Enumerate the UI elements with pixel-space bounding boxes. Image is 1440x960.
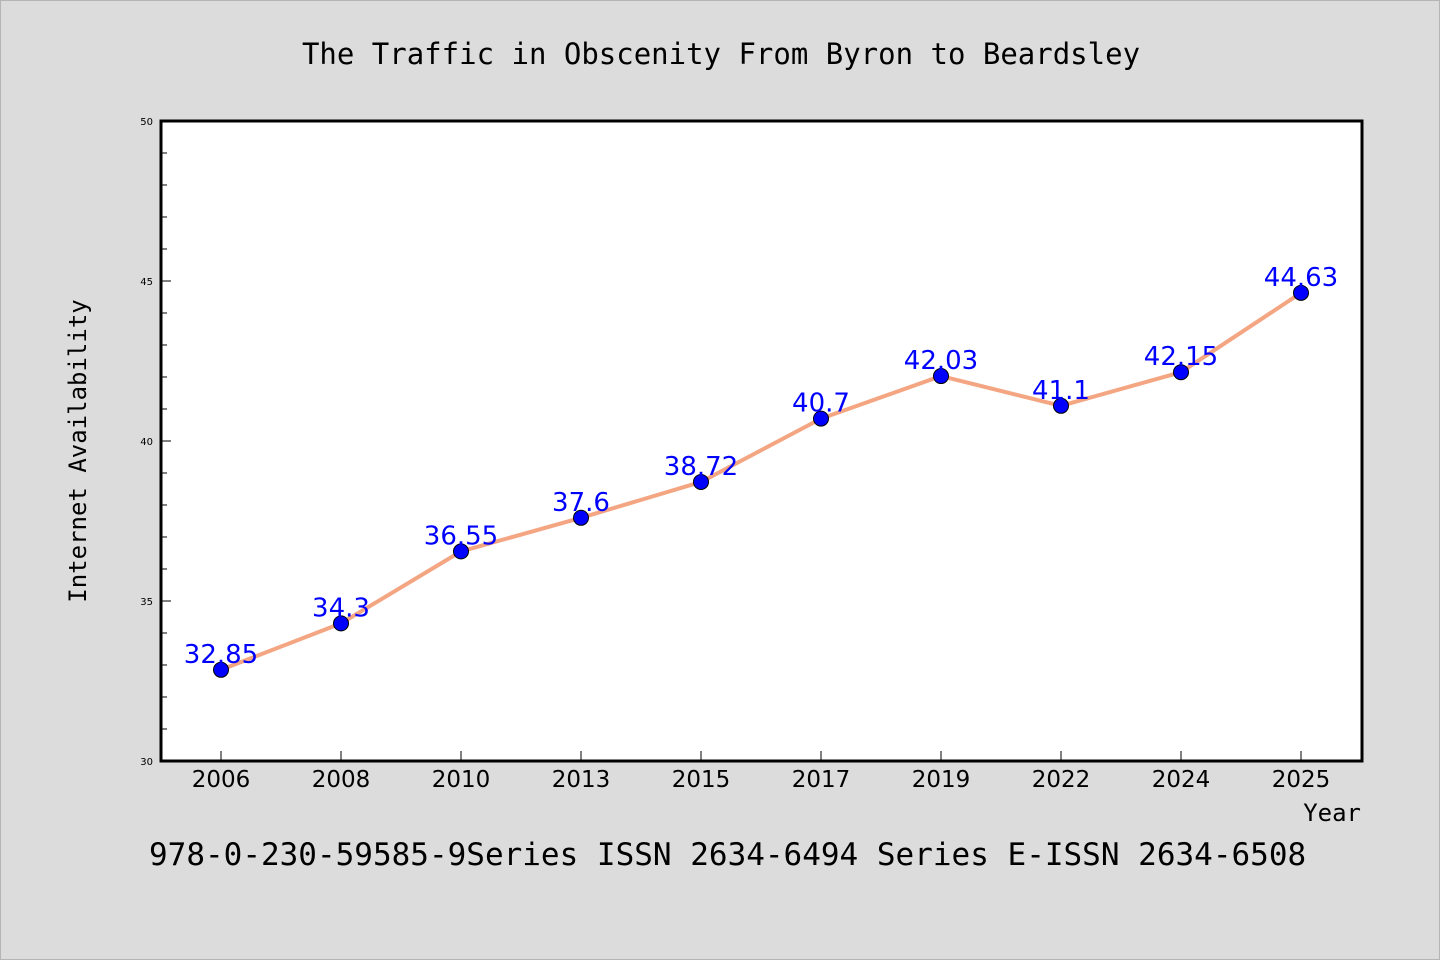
x-tick-label: 2013 xyxy=(552,767,611,793)
series-line xyxy=(219,290,1303,672)
x-tick-label: 2017 xyxy=(792,767,851,793)
data-label: 42.03 xyxy=(904,346,978,376)
x-tick-label: 2019 xyxy=(912,767,971,793)
data-point xyxy=(573,509,589,526)
data-label: 40.7 xyxy=(792,389,850,419)
data-point xyxy=(813,410,829,427)
plot-area xyxy=(159,119,1364,763)
x-axis-ticks: 2006 2008 2010 2013 2015 2017 2019 2022 2024 2025 xyxy=(192,751,1331,793)
y-tick-label: 35 xyxy=(140,597,153,608)
data-label: 41.1 xyxy=(1032,376,1090,406)
data-point xyxy=(213,661,229,678)
y-axis-ticks: 30 35 40 45 50 xyxy=(140,117,171,768)
data-label: 32.85 xyxy=(184,640,258,670)
data-point xyxy=(1053,397,1069,414)
chart-title: The Traffic in Obscenity From Byron to B… xyxy=(302,37,1140,71)
y-tick-label: 30 xyxy=(140,757,153,768)
data-label: 34.3 xyxy=(312,593,370,623)
data-label: 37.6 xyxy=(552,488,610,518)
y-axis-label: Internet Availability xyxy=(64,299,92,602)
footer-isbn-issn: 978-0-230-59585-9Series ISSN 2634-6494 S… xyxy=(149,837,1306,873)
data-point xyxy=(933,368,949,385)
y-tick-label: 50 xyxy=(140,117,153,128)
data-point xyxy=(453,543,469,560)
data-point xyxy=(1293,284,1309,301)
series-layer: 32.85 34.3 36.55 37.6 38.72 40.7 42.03 41.1 42.1… xyxy=(184,263,1338,678)
x-tick-label: 2015 xyxy=(672,767,731,793)
x-axis-label: Year xyxy=(1303,799,1361,827)
x-tick-label: 2006 xyxy=(192,767,251,793)
data-label: 38.72 xyxy=(664,452,738,482)
x-tick-label: 2008 xyxy=(312,767,371,793)
x-tick-label: 2024 xyxy=(1152,767,1211,793)
x-tick-label: 2025 xyxy=(1272,767,1331,793)
data-label: 42.15 xyxy=(1144,342,1218,372)
data-point xyxy=(693,473,709,490)
data-label: 36.55 xyxy=(424,521,498,551)
data-point xyxy=(333,615,349,632)
x-tick-label: 2010 xyxy=(432,767,491,793)
x-tick-label: 2022 xyxy=(1032,767,1091,793)
data-point xyxy=(1173,364,1189,381)
y-tick-label: 40 xyxy=(140,437,153,448)
data-label: 44.63 xyxy=(1264,263,1338,293)
y-tick-label: 45 xyxy=(140,277,153,288)
